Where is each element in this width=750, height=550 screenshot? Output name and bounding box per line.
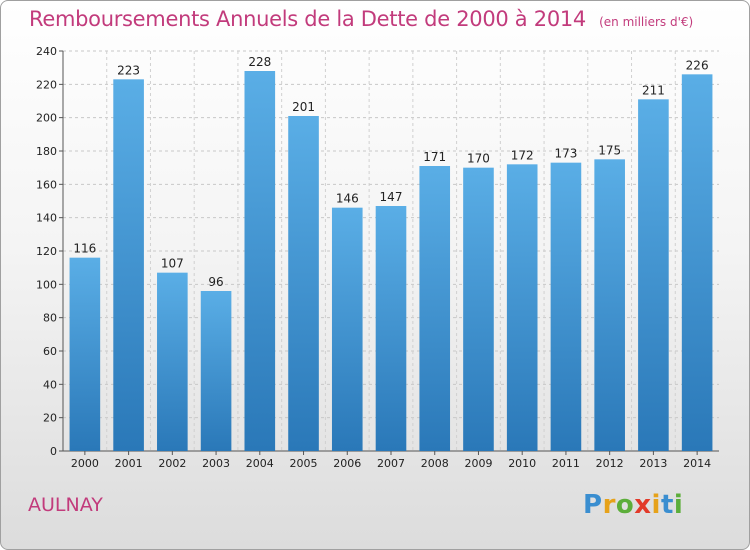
bar-2000	[69, 257, 101, 451]
bar-2011	[550, 162, 582, 451]
x-tick-label: 2008	[421, 457, 449, 470]
value-label: 107	[161, 257, 184, 271]
x-tick-label: 2005	[290, 457, 318, 470]
x-tick-label: 2000	[71, 457, 99, 470]
y-tick-label: 20	[43, 412, 57, 425]
bars	[69, 71, 713, 452]
bar-2014	[681, 74, 713, 451]
x-tick-label: 2011	[552, 457, 580, 470]
commune-name: AULNAY	[28, 494, 103, 516]
x-tick-label: 2014	[683, 457, 711, 470]
x-tick-label: 2006	[333, 457, 361, 470]
x-tick-label: 2003	[202, 457, 230, 470]
y-tick-label: 120	[36, 245, 57, 258]
bar-2003	[200, 291, 232, 451]
x-tick-label: 2007	[377, 457, 405, 470]
y-tick-label: 80	[43, 312, 57, 325]
x-tick-label: 2013	[639, 457, 667, 470]
value-label: 96	[208, 275, 223, 289]
y-tick-label: 100	[36, 278, 57, 291]
bar-2002	[157, 272, 188, 451]
value-label: 226	[686, 58, 709, 72]
x-tick-label: 2010	[508, 457, 536, 470]
value-label: 170	[467, 152, 490, 166]
chart-title: Remboursements Annuels de la Dette de 20…	[29, 7, 586, 31]
bar-2004	[244, 71, 276, 451]
value-label: 223	[117, 63, 140, 77]
x-tick-label: 2001	[115, 457, 143, 470]
y-tick-label: 60	[43, 345, 57, 358]
x-tick-label: 2002	[158, 457, 186, 470]
bar-2001	[113, 79, 144, 451]
data-labels: 116 223 107 96 228 201 146 147 171 170 172 173 175 21…	[73, 55, 708, 289]
value-label: 228	[248, 55, 271, 69]
y-tick-label: 180	[36, 145, 57, 158]
x-tick-label: 2012	[596, 457, 624, 470]
bar-2010	[506, 164, 538, 452]
y-tick-label: 140	[36, 212, 57, 225]
bar-2012	[594, 159, 625, 452]
y-tick-label: 200	[36, 112, 57, 125]
y-tick-label: 160	[36, 178, 57, 191]
bar-2009	[463, 167, 494, 451]
value-label: 175	[598, 143, 621, 157]
y-tick-label: 0	[50, 445, 57, 458]
value-label: 211	[642, 83, 665, 97]
y-tick-label: 220	[36, 78, 57, 91]
title-row: Remboursements Annuels de la Dette de 20…	[29, 7, 693, 31]
x-tick-label: 2009	[464, 457, 492, 470]
value-label: 172	[511, 148, 534, 162]
x-tick-label: 2004	[246, 457, 274, 470]
chart-subtitle: (en milliers d'€)	[599, 15, 694, 29]
bar-2005	[288, 116, 319, 451]
proxiti-logo: Proxiti	[583, 490, 684, 520]
value-label: 147	[380, 190, 403, 204]
bar-2007	[375, 206, 407, 451]
bar-2013	[638, 99, 669, 451]
value-label: 116	[73, 242, 96, 256]
y-tick-label: 240	[36, 45, 57, 58]
y-tick-label: 40	[43, 378, 57, 391]
value-label: 146	[336, 192, 359, 206]
value-label: 201	[292, 100, 315, 114]
axes: 0 20 40 60 80 100 120 140 160 180 200 220 240 2000 200…	[36, 45, 719, 470]
value-label: 171	[423, 150, 446, 164]
bar-2008	[419, 166, 451, 451]
bar-2006	[331, 207, 363, 451]
value-label: 173	[554, 147, 577, 161]
